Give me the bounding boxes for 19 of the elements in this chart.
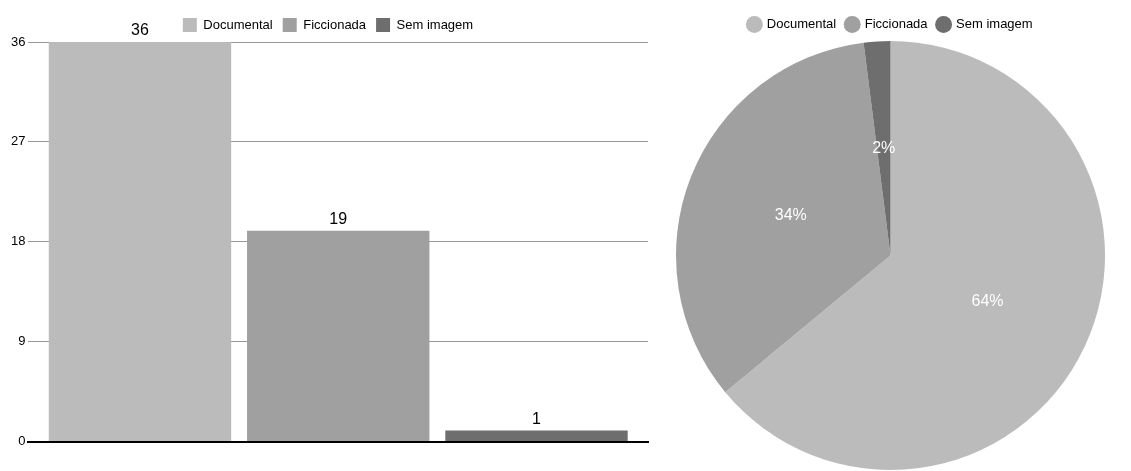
data-label: 64% — [971, 291, 1004, 309]
y-tick-label: 36 — [10, 33, 26, 49]
legend-label: Ficcionada — [864, 16, 929, 32]
legend-label: Sem imagem — [396, 16, 474, 32]
data-label: 1 — [532, 409, 542, 427]
y-tick-label: 18 — [10, 233, 26, 249]
y-tick-label: 27 — [10, 133, 26, 149]
legend-label: Documental — [203, 16, 273, 32]
legend-label: Documental — [766, 16, 837, 32]
legend-label: Sem imagem — [956, 16, 1033, 32]
data-label: 2% — [872, 138, 896, 156]
data-label: 36 — [131, 21, 149, 39]
y-tick-label: 0 — [18, 433, 26, 449]
data-label: 19 — [329, 210, 348, 228]
bar — [445, 430, 628, 442]
bar — [48, 42, 232, 442]
legend-label: Ficcionada — [303, 16, 367, 32]
data-label: 34% — [774, 206, 807, 224]
y-tick-label: 9 — [18, 333, 26, 349]
